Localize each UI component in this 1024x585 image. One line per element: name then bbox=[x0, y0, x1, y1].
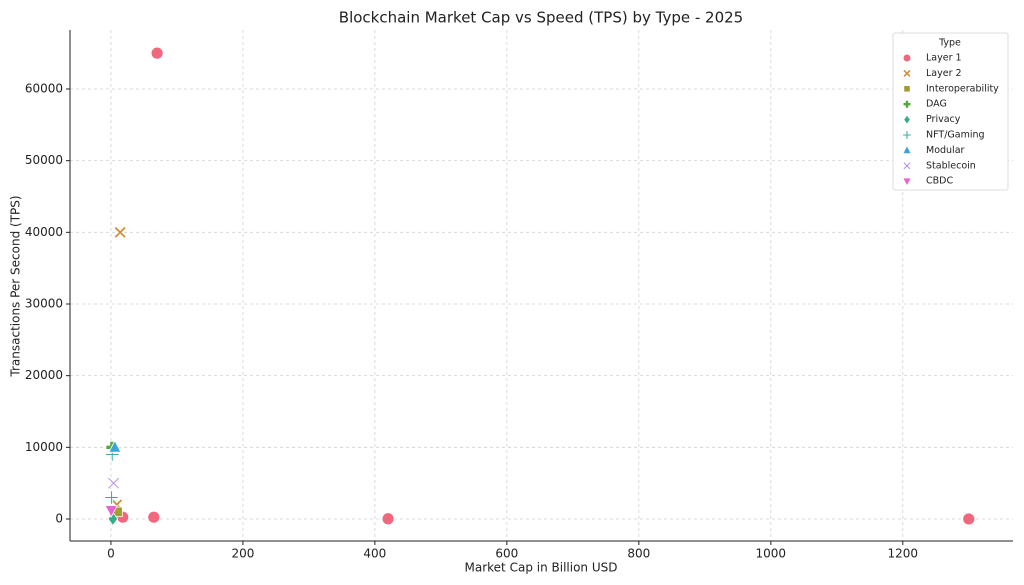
legend-label: Stablecoin bbox=[926, 160, 976, 171]
point bbox=[106, 476, 121, 490]
point bbox=[105, 447, 120, 462]
y-tick-label: 20000 bbox=[25, 368, 63, 382]
x-tick-label: 1200 bbox=[888, 547, 919, 561]
legend-marker bbox=[903, 100, 911, 108]
legend-label: DAG bbox=[926, 99, 947, 110]
legend-label: Layer 2 bbox=[926, 68, 962, 79]
x-tick-label: 800 bbox=[627, 547, 650, 561]
point bbox=[113, 225, 127, 239]
legend-marker bbox=[903, 69, 911, 77]
point bbox=[150, 46, 164, 60]
legend-marker bbox=[904, 86, 910, 92]
legend: Type Layer 1 Layer 2 Interoperability DAG Pri… bbox=[892, 32, 1009, 191]
legend-marker bbox=[903, 54, 911, 62]
legend-marker bbox=[904, 115, 910, 124]
point bbox=[104, 490, 119, 505]
legend-label: Layer 1 bbox=[926, 53, 962, 64]
legend-label: Modular bbox=[926, 145, 965, 156]
y-tick-label: 40000 bbox=[25, 225, 63, 239]
legend-label: Interoperability bbox=[926, 83, 999, 94]
point bbox=[108, 439, 122, 453]
y-tick-label: 50000 bbox=[25, 153, 63, 167]
x-tick-label: 400 bbox=[363, 547, 386, 561]
legend-box bbox=[892, 32, 1009, 191]
x-tick-label: 200 bbox=[231, 547, 254, 561]
point bbox=[104, 505, 118, 518]
y-tick-label: 30000 bbox=[25, 296, 63, 310]
legend-marker bbox=[903, 131, 911, 139]
y-tick-label: 60000 bbox=[25, 81, 63, 95]
x-tick-label: 1000 bbox=[756, 547, 787, 561]
legend-title: Type bbox=[938, 38, 961, 49]
x-axis-label: Market Cap in Billion USD bbox=[465, 561, 618, 575]
point bbox=[962, 512, 976, 526]
x-tick-label: 0 bbox=[107, 547, 115, 561]
point bbox=[381, 512, 395, 526]
legend-label: NFT/Gaming bbox=[926, 130, 985, 141]
point bbox=[147, 510, 161, 524]
y-tick-label: 10000 bbox=[25, 440, 63, 454]
legend-marker bbox=[903, 162, 911, 170]
chart-title: Blockchain Market Cap vs Speed (TPS) by … bbox=[339, 9, 743, 27]
y-axis-label: Transactions Per Second (TPS) bbox=[9, 195, 23, 377]
x-tick-label: 600 bbox=[495, 547, 518, 561]
legend-label: CBDC bbox=[926, 176, 953, 187]
y-tick-label: 0 bbox=[55, 511, 63, 525]
legend-label: Privacy bbox=[926, 114, 961, 125]
legend-marker bbox=[903, 178, 911, 186]
legend-marker bbox=[903, 146, 911, 154]
